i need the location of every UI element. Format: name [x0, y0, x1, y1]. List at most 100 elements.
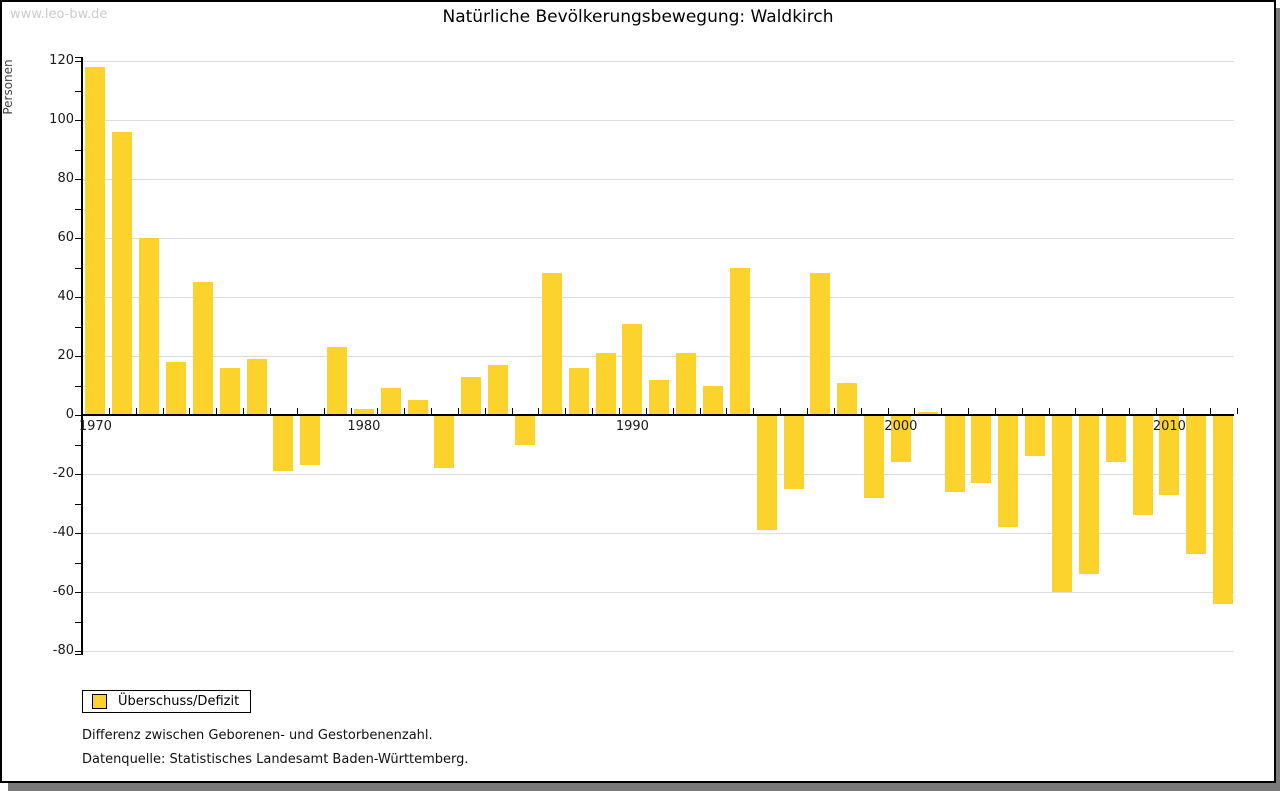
y-tick-label: -60 — [52, 584, 74, 599]
x-axis-line — [82, 413, 1234, 416]
y-axis-tick — [75, 238, 81, 239]
y-axis-tick — [75, 533, 81, 534]
x-axis-tick — [135, 408, 137, 414]
x-axis-tick — [1075, 408, 1077, 414]
x-axis-tick — [833, 408, 835, 414]
x-axis-tick — [269, 408, 271, 414]
y-tick-label: 60 — [57, 230, 74, 245]
bar-1997 — [810, 273, 831, 415]
x-axis-tick — [1129, 408, 1131, 414]
bar-2009 — [1132, 415, 1153, 516]
y-axis-tick — [75, 415, 81, 416]
bar-1986 — [515, 415, 535, 445]
x-axis-tick — [189, 408, 191, 414]
bar-1990 — [622, 323, 643, 415]
bar-1991 — [649, 379, 670, 415]
bar-2000 — [890, 415, 911, 463]
bar-1978 — [300, 415, 321, 466]
bar-1999 — [864, 415, 885, 498]
x-axis-tick — [1236, 408, 1238, 414]
y-axis-tick — [75, 562, 81, 564]
bar-1971 — [112, 131, 133, 415]
bar-2011 — [1186, 415, 1207, 554]
legend-label: Überschuss/Defizit — [118, 694, 240, 709]
bar-2007 — [1078, 415, 1099, 575]
y-axis-tick — [75, 179, 81, 180]
bar-1972 — [139, 238, 160, 415]
bar-2004 — [998, 415, 1019, 528]
watermark: www.leo-bw.de — [10, 7, 108, 22]
y-axis-endcap-tick — [75, 57, 81, 58]
bar-1995 — [756, 415, 777, 531]
bar-1976 — [246, 358, 267, 415]
bar-2005 — [1025, 415, 1046, 457]
bar-1989 — [595, 353, 616, 415]
x-axis-tick — [377, 408, 379, 414]
y-axis-tick — [75, 474, 81, 475]
x-axis-tick — [860, 408, 862, 414]
gridline — [82, 238, 1234, 239]
y-tick-label: 0 — [65, 407, 74, 422]
x-tick-label: 1980 — [347, 419, 381, 434]
y-axis-tick — [75, 208, 81, 210]
gridline — [82, 120, 1234, 121]
y-axis-tick — [75, 297, 81, 298]
gridline — [82, 356, 1234, 357]
gridline — [82, 61, 1234, 62]
legend: Überschuss/Defizit — [82, 690, 251, 713]
x-axis-tick — [672, 408, 674, 414]
y-tick-label: -80 — [52, 643, 74, 658]
gridline — [82, 297, 1234, 298]
x-axis-tick — [511, 408, 513, 414]
y-axis-endcap-tick — [75, 654, 81, 655]
bar-1979 — [327, 347, 348, 415]
x-axis-tick — [968, 408, 970, 414]
footnote-source: Datenquelle: Statistisches Landesamt Bad… — [82, 752, 469, 767]
bar-1974 — [192, 282, 213, 415]
y-axis-tick — [75, 503, 81, 505]
y-axis-tick — [75, 385, 81, 387]
x-axis-tick — [82, 408, 83, 414]
y-axis-tick — [75, 149, 81, 151]
gridline — [82, 474, 1234, 475]
gridline — [82, 533, 1234, 534]
bar-1988 — [568, 367, 589, 415]
chart-title: Natürliche Bevölkerungsbewegung: Waldkir… — [442, 7, 834, 27]
x-axis-tick — [108, 408, 110, 414]
bar-1980 — [353, 409, 374, 415]
bar-1977 — [273, 415, 294, 472]
plot-area: 120 100 80 60 40 20 0 -20 -40 -60 -80 1970 1980 1990 2… — [49, 53, 1238, 658]
y-axis-tick — [75, 120, 81, 121]
x-axis-tick — [753, 408, 755, 414]
x-axis-tick — [1182, 408, 1184, 414]
x-axis-tick — [538, 408, 540, 414]
gridline — [82, 592, 1234, 593]
x-tick-label: 1970 — [78, 419, 112, 434]
x-axis-tick — [216, 408, 218, 414]
y-axis-tick — [75, 621, 81, 623]
y-axis-line — [81, 57, 83, 655]
bar-2006 — [1052, 415, 1072, 592]
y-tick-label: 20 — [57, 348, 74, 363]
y-tick-label: 100 — [49, 112, 74, 127]
x-axis-tick — [323, 408, 325, 414]
bar-1985 — [488, 364, 509, 415]
x-axis-tick — [592, 408, 594, 414]
y-axis-tick — [75, 61, 81, 62]
x-axis-tick — [457, 408, 459, 414]
footnote-definition: Differenz zwischen Geborenen- und Gestor… — [82, 728, 433, 743]
x-axis-tick — [162, 408, 164, 414]
y-tick-label: -20 — [52, 466, 74, 481]
y-tick-label: -40 — [52, 525, 74, 540]
y-tick-label: 80 — [57, 171, 74, 186]
x-axis-tick — [780, 408, 782, 414]
x-axis-tick — [431, 408, 433, 414]
bar-2010 — [1159, 415, 1180, 495]
bar-2003 — [971, 415, 992, 483]
x-tick-label: 1990 — [615, 419, 649, 434]
y-axis-tick — [75, 592, 81, 593]
y-axis-tick — [75, 90, 81, 92]
bar-1982 — [407, 400, 428, 415]
